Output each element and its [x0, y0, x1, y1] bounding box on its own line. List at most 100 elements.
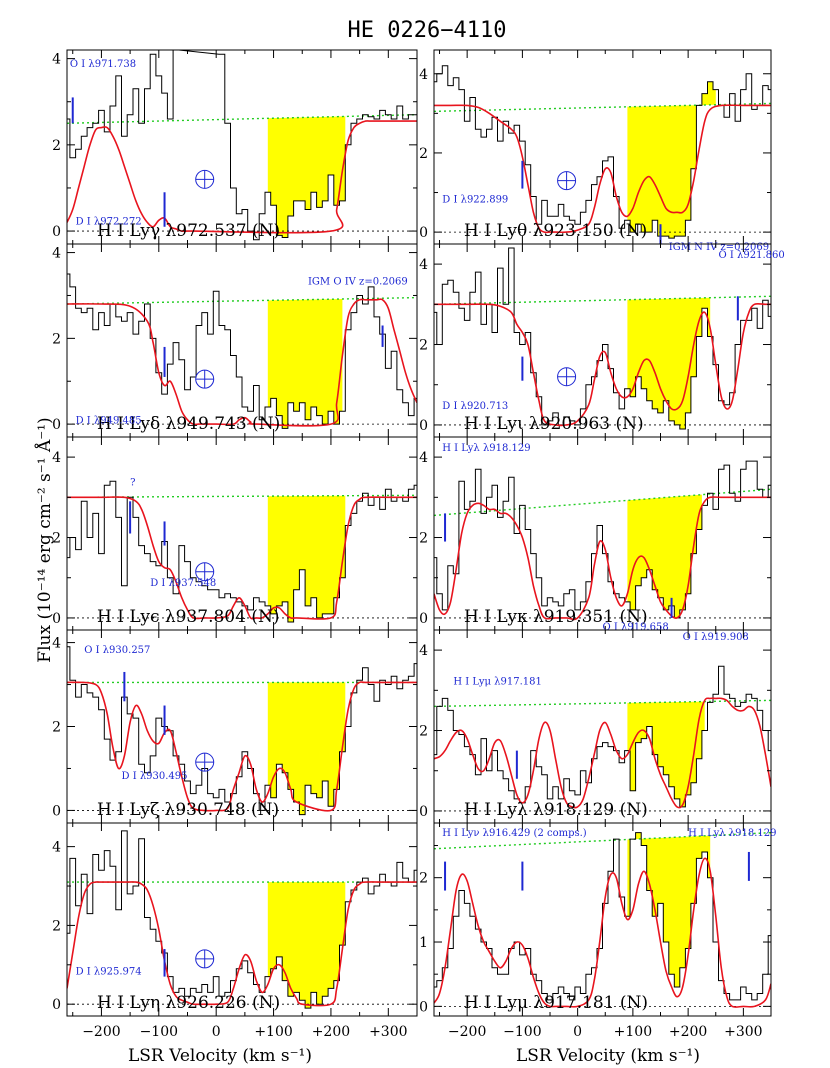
annotation-label: D I λ922.899 [442, 194, 508, 205]
panel-right-5: −200 −100 0 +100 +200 +300 0 1 2 H I Lyμ λ917.181… [419, 822, 776, 1040]
plot-area [67, 830, 417, 1009]
observed-spectrum [434, 65, 771, 239]
x-tick-label: −100 [140, 1024, 178, 1040]
y-tick-label: 0 [419, 225, 428, 241]
y-tick-label: 0 [52, 997, 61, 1013]
y-tick-label: 4 [52, 246, 61, 262]
earth-symbol-icon [195, 949, 215, 969]
continuum-line [67, 113, 417, 124]
continuum-line [67, 296, 417, 305]
annotation-label: H I Lyμ λ917.181 [453, 676, 542, 687]
integration-region [267, 495, 346, 622]
x-tick-label: −200 [82, 1024, 120, 1040]
earth-symbol-icon [195, 369, 215, 389]
annotation-label: D I λ920.713 [442, 401, 508, 412]
panel-frame [66, 243, 418, 438]
annotation-label: IGM O IV z=0.2069 [308, 277, 408, 288]
model-profile [67, 120, 417, 234]
y-tick-label: 4 [419, 67, 428, 83]
annotation-label: D I λ937.548 [150, 578, 216, 589]
x-tick-label: −100 [503, 1024, 541, 1040]
annotation-label: O I λ971.738 [70, 59, 136, 70]
annotation-label: D I λ949.485 [76, 415, 142, 426]
panel-frame [66, 629, 418, 824]
y-tick-label: 2 [52, 918, 61, 934]
panel-left-2: 0 2 4 H I Lyδ λ949.743 (N)D I λ949.485 IGM O… [52, 243, 418, 438]
annotation-label: ? [130, 477, 135, 488]
y-tick-label: 0 [419, 804, 428, 820]
y-tick-label: 1 [419, 935, 428, 951]
y-tick-label: 4 [419, 257, 428, 273]
line-label: H I Lyκ λ919.351 (N) [464, 607, 648, 627]
observed-spectrum [67, 646, 417, 816]
y-tick-label: 0 [52, 611, 61, 627]
annotation-label: H I Lyλ λ918.129 [442, 443, 530, 454]
earth-symbol-icon [195, 169, 215, 189]
y-tick-label: 2 [419, 146, 428, 162]
y-axis-label: Flux (10⁻¹⁴ erg cm⁻² s⁻¹ Å⁻¹) [34, 417, 55, 662]
x-tick-label: +300 [369, 1024, 407, 1040]
y-tick-label: 4 [52, 840, 61, 856]
x-axis-label-left: LSR Velocity (km s⁻¹) [128, 1046, 312, 1066]
model-profile [434, 697, 771, 809]
plot-area [434, 460, 771, 621]
panel-right-2: 0 2 4 H I Lyι λ920.963 (N) D I λ920.713 O I λ… [419, 243, 785, 438]
x-tick-label: 0 [212, 1024, 221, 1040]
x-tick-label: +200 [312, 1024, 350, 1040]
observed-spectrum [67, 273, 417, 429]
plot-area [434, 665, 771, 812]
integration-region [627, 494, 702, 618]
annotation-label: O I λ919.658 [603, 622, 669, 633]
y-tick-label: 4 [52, 636, 61, 652]
panel-right-4: 0 2 4 H I Lyλ λ918.129 (N) H I Lyμ λ917.181 [419, 629, 772, 824]
panel-group: 0 2 4 H I Lyγ λ972.537 (N) O I λ971.738 D I λ… [52, 49, 785, 1040]
line-label: H I Lyι λ920.963 (N) [464, 414, 644, 434]
plot-area [67, 480, 417, 623]
model-profile [67, 298, 417, 427]
panel-frame [66, 49, 418, 245]
integration-region [267, 299, 343, 429]
observed-spectrum [67, 480, 417, 623]
continuum-line [434, 295, 771, 306]
line-label: H I Lyδ λ949.743 (N) [97, 414, 280, 434]
y-tick-label: 2 [419, 531, 428, 547]
line-label: H I Lyϵ λ937.804 (N) [97, 607, 279, 627]
integration-region [627, 297, 711, 429]
plot-area [434, 65, 771, 244]
model-profile [434, 496, 771, 621]
observed-spectrum [67, 830, 417, 1009]
y-tick-label: 0 [52, 803, 61, 819]
panel-left-5: −200 −100 0 +100 +200 +300 0 2 4 H I Lyη λ926.226… [52, 822, 418, 1040]
line-label: H I Lyθ λ923.150 (N) [464, 221, 647, 241]
annotation-label: D I λ972.272 [76, 217, 142, 228]
observed-spectrum [67, 50, 417, 241]
y-tick-label: 0 [419, 611, 428, 627]
annotation-label: IGM N IV z=0.2069 [669, 242, 769, 253]
line-label: H I Lyη λ926.226 (N) [97, 993, 280, 1013]
y-tick-label: 2 [52, 138, 61, 154]
x-tick-label: +200 [669, 1024, 707, 1040]
panel-left-1: 0 2 4 H I Lyγ λ972.537 (N) O I λ971.738 D I λ… [52, 49, 418, 245]
model-profile [434, 302, 771, 427]
y-tick-label: 4 [52, 52, 61, 68]
panel-frame [433, 629, 772, 824]
line-label: H I Lyλ λ918.129 (N) [464, 800, 648, 820]
y-tick-label: 0 [419, 418, 428, 434]
annotation-label: H I Lyν λ916.429 (2 comps.) [442, 828, 587, 839]
integration-region [267, 116, 346, 238]
x-axis-label-right: LSR Velocity (km s⁻¹) [516, 1046, 700, 1066]
x-tick-label: +300 [724, 1024, 762, 1040]
annotation-label: H I Lyλ λ918.129 [688, 828, 776, 839]
model-profile [434, 857, 771, 1008]
earth-symbol-icon [557, 171, 577, 191]
panel-frame [433, 49, 772, 245]
y-tick-label: 2 [419, 724, 428, 740]
annotation-label: O I λ921.860 [719, 250, 785, 261]
y-tick-label: 0 [52, 417, 61, 433]
model-profile [67, 496, 417, 620]
continuum-line [434, 488, 771, 517]
x-tick-label: +100 [254, 1024, 292, 1040]
panel-right-1: 0 2 4 H I Lyθ λ923.150 (N) D I λ922.899 IGM N… [419, 49, 772, 253]
y-tick-label: 2 [419, 871, 428, 887]
annotation-label: D I λ930.495 [122, 771, 188, 782]
